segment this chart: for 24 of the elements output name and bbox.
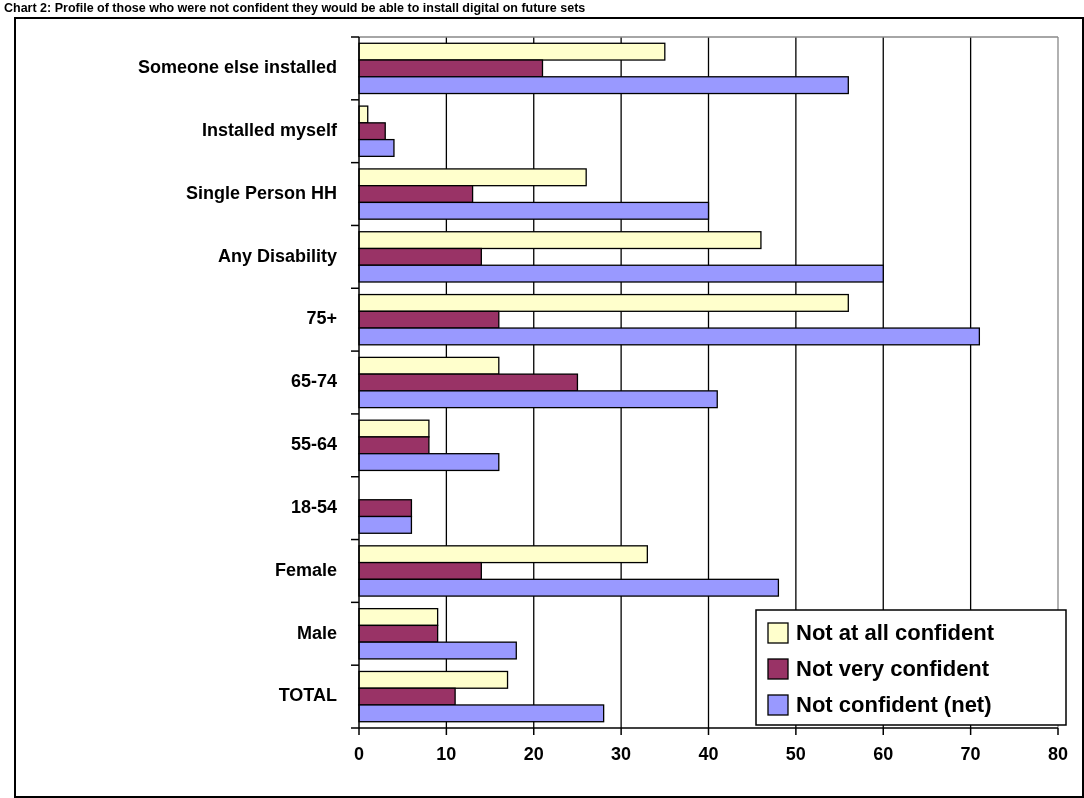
y-tick-label: TOTAL: [278, 685, 337, 706]
legend-label: Not at all confident: [796, 619, 995, 645]
y-tick-label: 65-74: [290, 371, 337, 392]
x-tick-label: 60: [873, 744, 894, 764]
chart-title: Chart 2: Profile of those who were not confident they would be able to install digital on future sets: [4, 1, 586, 15]
x-tick-label: 20: [523, 744, 544, 764]
x-tick-label: 0: [353, 744, 365, 764]
y-tick-label: Installed myself: [201, 119, 338, 140]
y-tick-label: Someone else installed: [137, 57, 337, 78]
x-tick-label: 80: [1047, 744, 1069, 764]
x-tick-label: 10: [436, 744, 457, 764]
legend-label: Not confident (net): [796, 691, 992, 717]
y-tick-label: 18-54: [290, 496, 337, 517]
y-tick-label: Female: [274, 559, 337, 580]
legend-label: Not very confident: [796, 655, 990, 681]
x-tick-label: 50: [785, 744, 806, 764]
x-tick-label: 30: [611, 744, 632, 764]
y-tick-label: Male: [296, 622, 337, 643]
y-tick-label: 75+: [306, 308, 337, 329]
y-tick-label: Any Disability: [217, 245, 337, 266]
y-tick-label: Single Person HH: [185, 182, 337, 203]
x-tick-label: 40: [698, 744, 719, 764]
y-tick-label: 55-64: [290, 434, 337, 455]
x-tick-label: 70: [960, 744, 981, 764]
